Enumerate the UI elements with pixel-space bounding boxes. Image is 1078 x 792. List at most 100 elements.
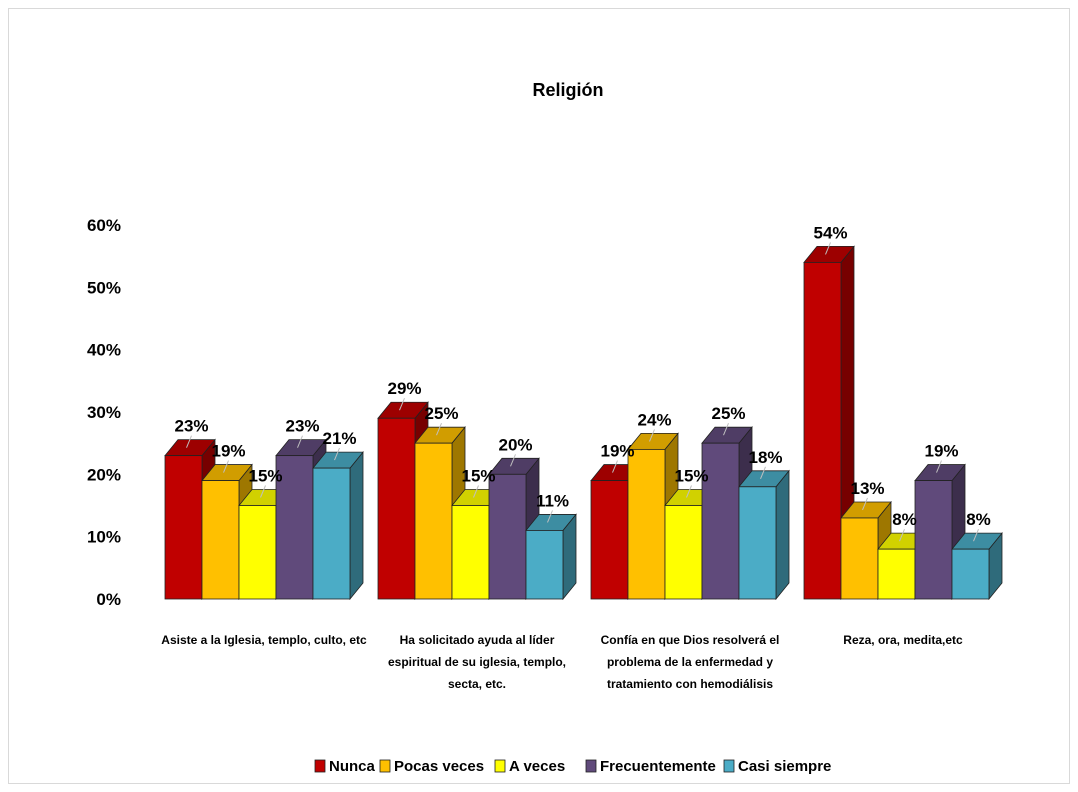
bar: [738, 469, 790, 601]
bar-side: [349, 450, 364, 601]
bar-front: [738, 486, 777, 600]
bar-front: [590, 480, 629, 600]
bar-front: [701, 442, 740, 600]
bar: [525, 513, 577, 601]
label-leader: [297, 435, 303, 448]
bar-front: [451, 505, 490, 600]
legend-item: Pocas veces: [379, 758, 484, 775]
y-tick-label: 20%: [87, 465, 121, 484]
data-label: 25%: [711, 404, 745, 423]
label-leader: [186, 435, 192, 448]
y-axis: 0% 10% 20% 30% 40% 50% 60%: [87, 216, 121, 609]
chart-frame: Religión 0% 10% 20% 30% 40% 50% 60% 23% 19% 15% 2…: [8, 8, 1070, 784]
legend-item: Casi siempre: [723, 758, 831, 775]
bar-group: [803, 245, 1003, 601]
bar: [840, 500, 892, 601]
label-leader: [973, 528, 979, 542]
y-tick-label: 0%: [96, 590, 121, 609]
bar: [312, 450, 364, 601]
label-leader: [223, 460, 229, 473]
data-label: 13%: [850, 479, 884, 498]
bar-front: [664, 505, 703, 600]
bar-group: [164, 438, 364, 601]
chart-title: Religión: [533, 80, 604, 100]
label-leader: [612, 460, 618, 473]
bar-front: [627, 448, 666, 600]
legend-swatch: [494, 759, 506, 773]
data-label: 15%: [248, 467, 282, 486]
data-label: 21%: [322, 429, 356, 448]
label-leader: [899, 528, 905, 542]
legend-swatch: [379, 759, 391, 773]
data-label: 8%: [892, 510, 917, 529]
category-label: tratamiento con hemodiálisis: [607, 677, 773, 691]
bar-group: [590, 426, 790, 601]
data-label: 24%: [637, 410, 671, 429]
label-leader: [399, 398, 405, 411]
data-label: 23%: [174, 417, 208, 436]
label-leader: [686, 485, 692, 498]
label-leader: [723, 422, 729, 436]
legend-label: A veces: [509, 758, 565, 775]
data-label: 19%: [924, 442, 958, 461]
bar: [951, 532, 1003, 601]
bar-front: [312, 467, 351, 600]
category-labels: Asiste a la Iglesia, templo, culto, etc H…: [161, 633, 963, 691]
data-label: 29%: [387, 379, 421, 398]
label-leader: [436, 422, 442, 436]
legend-swatch: [585, 759, 597, 773]
bar-front: [414, 442, 453, 600]
bar-front: [951, 548, 990, 600]
bar-front: [488, 473, 527, 600]
bar-front: [840, 517, 879, 600]
label-leader: [649, 429, 655, 442]
data-label: 19%: [600, 442, 634, 461]
data-label: 25%: [424, 404, 458, 423]
y-tick-label: 60%: [87, 216, 121, 235]
data-label: 23%: [285, 417, 319, 436]
data-label: 15%: [461, 467, 495, 486]
data-label: 15%: [674, 467, 708, 486]
data-label: 19%: [211, 442, 245, 461]
category-label: problema de la enfermedad y: [607, 655, 773, 669]
label-leader: [547, 510, 553, 523]
label-leader: [510, 454, 516, 467]
data-label: 54%: [813, 223, 847, 242]
category-label: Reza, ora, medita,etc: [843, 633, 963, 647]
label-leader: [760, 466, 766, 479]
bar-front: [877, 548, 916, 600]
legend: Nunca Pocas veces A veces Frecuentemente Cas…: [314, 758, 831, 775]
bar-front: [803, 261, 842, 600]
y-tick-label: 30%: [87, 403, 121, 422]
data-labels: 23%19%15%23%21%29%25%15%20%11%19%24%15%2…: [174, 223, 991, 542]
legend-label: Nunca: [329, 758, 376, 775]
y-tick-label: 40%: [87, 341, 121, 360]
data-label: 11%: [536, 491, 569, 510]
legend-swatch: [314, 759, 326, 773]
legend-label: Pocas veces: [394, 758, 484, 775]
label-leader: [862, 497, 868, 511]
data-label: 18%: [748, 448, 782, 467]
bars: [164, 245, 1003, 601]
legend-item: Frecuentemente: [585, 758, 716, 775]
label-leader: [936, 460, 942, 473]
bar-front: [914, 480, 953, 600]
label-leader: [473, 485, 479, 498]
category-label: espiritual de su iglesia, templo,: [388, 655, 566, 669]
bar-front: [238, 505, 277, 600]
bar-front: [525, 530, 564, 600]
legend-label: Frecuentemente: [600, 758, 716, 775]
bar-front: [164, 455, 203, 600]
legend-item: A veces: [494, 758, 565, 775]
label-leader: [825, 242, 831, 255]
bar-side: [775, 469, 790, 601]
category-label: Ha solicitado ayuda al líder: [400, 633, 555, 647]
data-label: 8%: [966, 510, 991, 529]
legend-item: Nunca: [314, 758, 376, 775]
label-leader: [334, 447, 340, 461]
bar-chart: Religión 0%10%20%30%40%50%60% 23%19%15%2…: [87, 80, 1003, 775]
bar-front: [377, 417, 416, 600]
label-leader: [260, 485, 266, 498]
category-label: Confía en que Dios resolverá el: [601, 633, 780, 647]
category-label: secta, etc.: [448, 677, 506, 691]
